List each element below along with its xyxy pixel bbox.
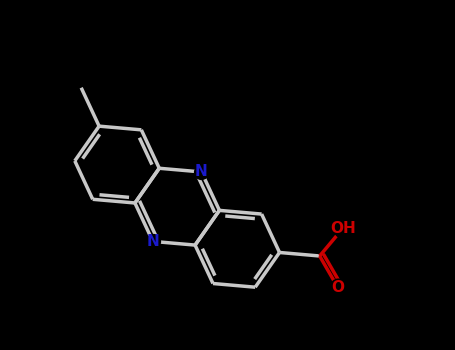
Text: O: O [331, 280, 344, 295]
Text: N: N [147, 234, 159, 249]
Text: N: N [195, 164, 208, 180]
Text: OH: OH [330, 221, 356, 236]
